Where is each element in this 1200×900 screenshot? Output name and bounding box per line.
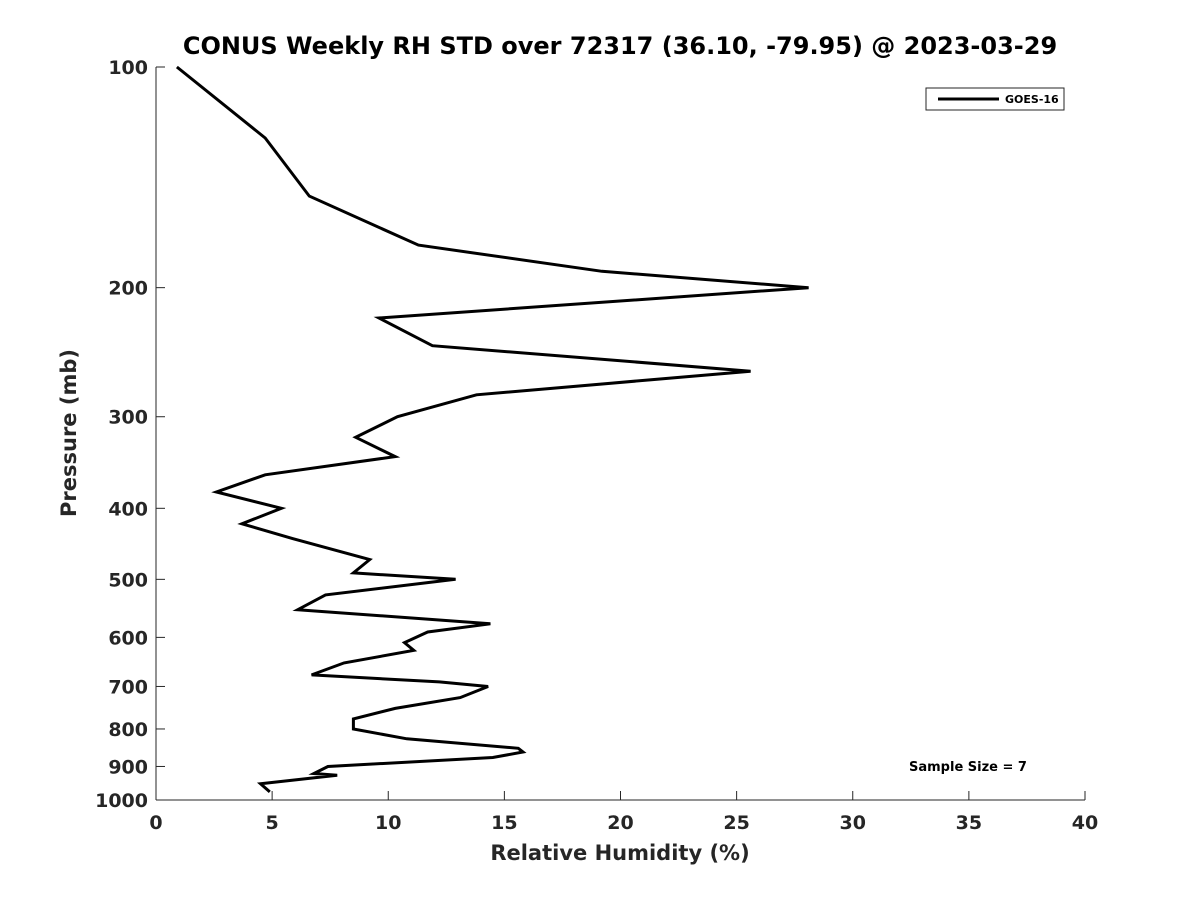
x-tick-label-2: 10 [375,812,401,834]
y-tick-label-0: 100 [108,57,148,79]
x-tick-label-7: 35 [956,812,982,834]
x-tick-label-0: 0 [149,812,162,834]
x-tick-label-6: 30 [840,812,866,834]
y-tick-label-9: 1000 [95,790,148,812]
y-tick-label-8: 900 [108,756,148,778]
x-tick-label-8: 40 [1072,812,1098,834]
x-tick-label-3: 15 [491,812,517,834]
y-tick-label-2: 300 [108,407,148,429]
x-tick-label-4: 20 [607,812,633,834]
x-ticks: 0 5 10 15 20 25 30 35 40 [149,791,1098,834]
y-tick-label-6: 700 [108,676,148,698]
x-tick-label-1: 5 [266,812,279,834]
plot-area [156,67,1085,800]
y-tick-label-5: 600 [108,627,148,649]
x-axis-label: Relative Humidity (%) [490,841,749,865]
y-ticks: 100 200 300 400 500 600 700 800 900 1000 [95,57,165,812]
y-axis-label: Pressure (mb) [57,349,81,517]
series-layer [175,65,809,794]
series-line-goes-16 [175,65,809,794]
y-tick-label-4: 500 [108,569,148,591]
y-tick-label-3: 400 [108,498,148,520]
chart-title: CONUS Weekly RH STD over 72317 (36.10, -… [183,32,1057,60]
sample-size-annotation: Sample Size = 7 [909,760,1027,775]
legend-label-goes-16: GOES-16 [1005,93,1059,106]
y-tick-label-1: 200 [108,278,148,300]
legend: GOES-16 [925,87,1065,111]
y-tick-label-7: 800 [108,719,148,741]
x-tick-label-5: 25 [723,812,749,834]
